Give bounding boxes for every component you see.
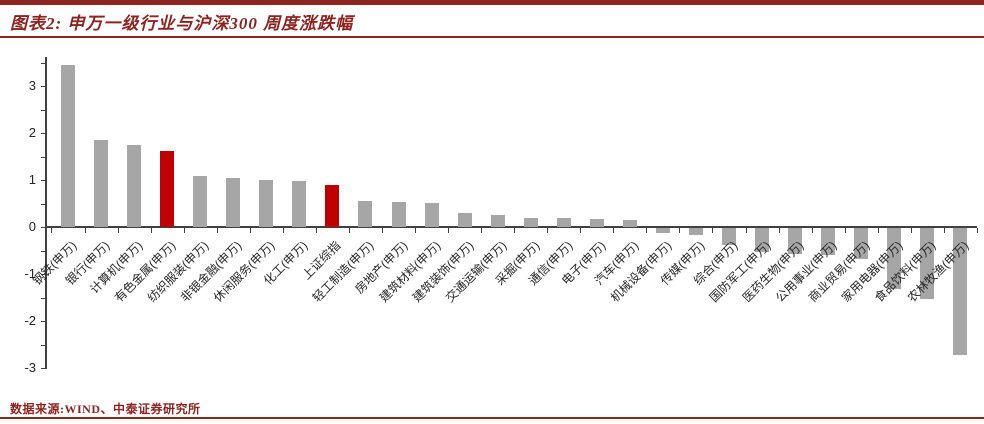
x-axis-tick	[448, 228, 450, 233]
y-axis-tick-label: -3	[24, 360, 36, 375]
bar-有色金属(申万)	[160, 150, 175, 227]
bar-非银金融(申万)	[226, 177, 241, 227]
bar-机械设备(申万)	[655, 228, 670, 233]
bar-化工(申万)	[292, 181, 307, 227]
y-axis-tick	[41, 227, 46, 228]
x-axis-tick	[943, 228, 945, 233]
x-axis-tick	[547, 228, 549, 233]
x-axis-tick	[745, 228, 747, 233]
y-axis-tick	[41, 321, 46, 322]
bar-通信(申万)	[556, 218, 571, 227]
x-axis-tick	[150, 228, 152, 233]
y-axis-tick	[41, 274, 46, 275]
bar-轻工制造(申万)	[358, 201, 373, 227]
y-axis-tick	[41, 156, 46, 158]
x-axis-tick	[877, 228, 879, 233]
y-axis-tick-label: 1	[28, 172, 36, 187]
bar-计算机(申万)	[127, 144, 142, 227]
x-axis-tick	[249, 228, 251, 233]
bar-家用电器(申万)	[887, 228, 902, 290]
bar-钢铁(申万)	[61, 64, 75, 227]
x-axis-tick	[712, 228, 714, 233]
x-axis-tick	[910, 228, 912, 233]
y-axis-tick	[41, 133, 46, 134]
x-axis-tick	[844, 228, 846, 233]
x-axis-tick	[348, 228, 350, 233]
x-axis-tick	[613, 228, 615, 233]
bar-公用事业(申万)	[821, 228, 836, 255]
bar-医药生物(申万)	[788, 228, 803, 254]
y-axis-tick-label: 3	[28, 78, 36, 93]
x-axis-tick	[514, 228, 516, 233]
bar-银行(申万)	[94, 140, 109, 227]
bar-交通运输(申万)	[490, 215, 505, 227]
x-axis-tick	[216, 228, 218, 233]
y-axis-tick	[41, 297, 46, 299]
bottom-accent-rule	[0, 417, 984, 419]
y-axis-tick	[41, 62, 46, 64]
x-axis-tick	[51, 228, 53, 233]
x-axis-tick	[415, 228, 417, 233]
y-axis-tick-label: 2	[28, 125, 36, 140]
bar-纺织服装(申万)	[193, 176, 208, 227]
zero-axis-line	[45, 226, 977, 228]
y-axis-line	[45, 57, 47, 369]
x-axis-tick	[481, 228, 483, 233]
y-axis-tick	[41, 86, 46, 87]
y-axis-tick-label: 0	[28, 219, 36, 234]
x-axis-tick	[84, 228, 86, 233]
x-axis-tick	[811, 228, 813, 233]
bar-综合(申万)	[722, 228, 736, 246]
bar-建筑材料(申万)	[424, 202, 439, 227]
bar-电子(申万)	[589, 219, 604, 227]
bar-商业贸易(申万)	[854, 228, 869, 259]
bar-建筑装饰(申万)	[457, 212, 472, 227]
x-axis-tick	[580, 228, 582, 233]
bar-食品饮料(申万)	[920, 228, 935, 299]
bar-房地产(申万)	[391, 202, 406, 227]
bar-采掘(申万)	[523, 217, 538, 227]
y-axis-tick	[41, 344, 46, 346]
x-axis-tick	[381, 228, 383, 233]
x-axis-tick	[646, 228, 648, 233]
x-axis-tick	[778, 228, 780, 233]
title-divider-rule	[0, 36, 984, 38]
y-axis-tick	[41, 109, 46, 111]
y-axis-tick	[41, 203, 46, 205]
bar-休闲服务(申万)	[259, 180, 274, 227]
y-axis-tick-label: -2	[24, 313, 36, 328]
bar-传媒(申万)	[688, 228, 703, 236]
bar-农林牧渔(申万)	[953, 228, 968, 355]
figure-title: 图表2: 申万一级行业与沪深300 周度涨跌幅	[10, 14, 354, 33]
y-axis-tick	[41, 368, 46, 369]
data-source-note: 数据来源:WIND、中泰证券研究所	[10, 402, 201, 416]
y-axis-tick-label: -1	[24, 266, 36, 281]
x-axis-tick	[315, 228, 317, 233]
bar-汽车(申万)	[622, 219, 637, 227]
top-accent-rule	[0, 0, 984, 5]
x-axis-tick	[282, 228, 284, 233]
bar-国防军工(申万)	[755, 228, 770, 253]
x-axis-tick	[117, 228, 119, 233]
x-axis-tick	[976, 228, 978, 233]
x-axis-tick	[183, 228, 185, 233]
x-axis-tick	[679, 228, 681, 233]
y-axis-tick	[41, 180, 46, 181]
y-axis-tick	[41, 250, 46, 252]
bar-上证综指	[325, 184, 340, 227]
